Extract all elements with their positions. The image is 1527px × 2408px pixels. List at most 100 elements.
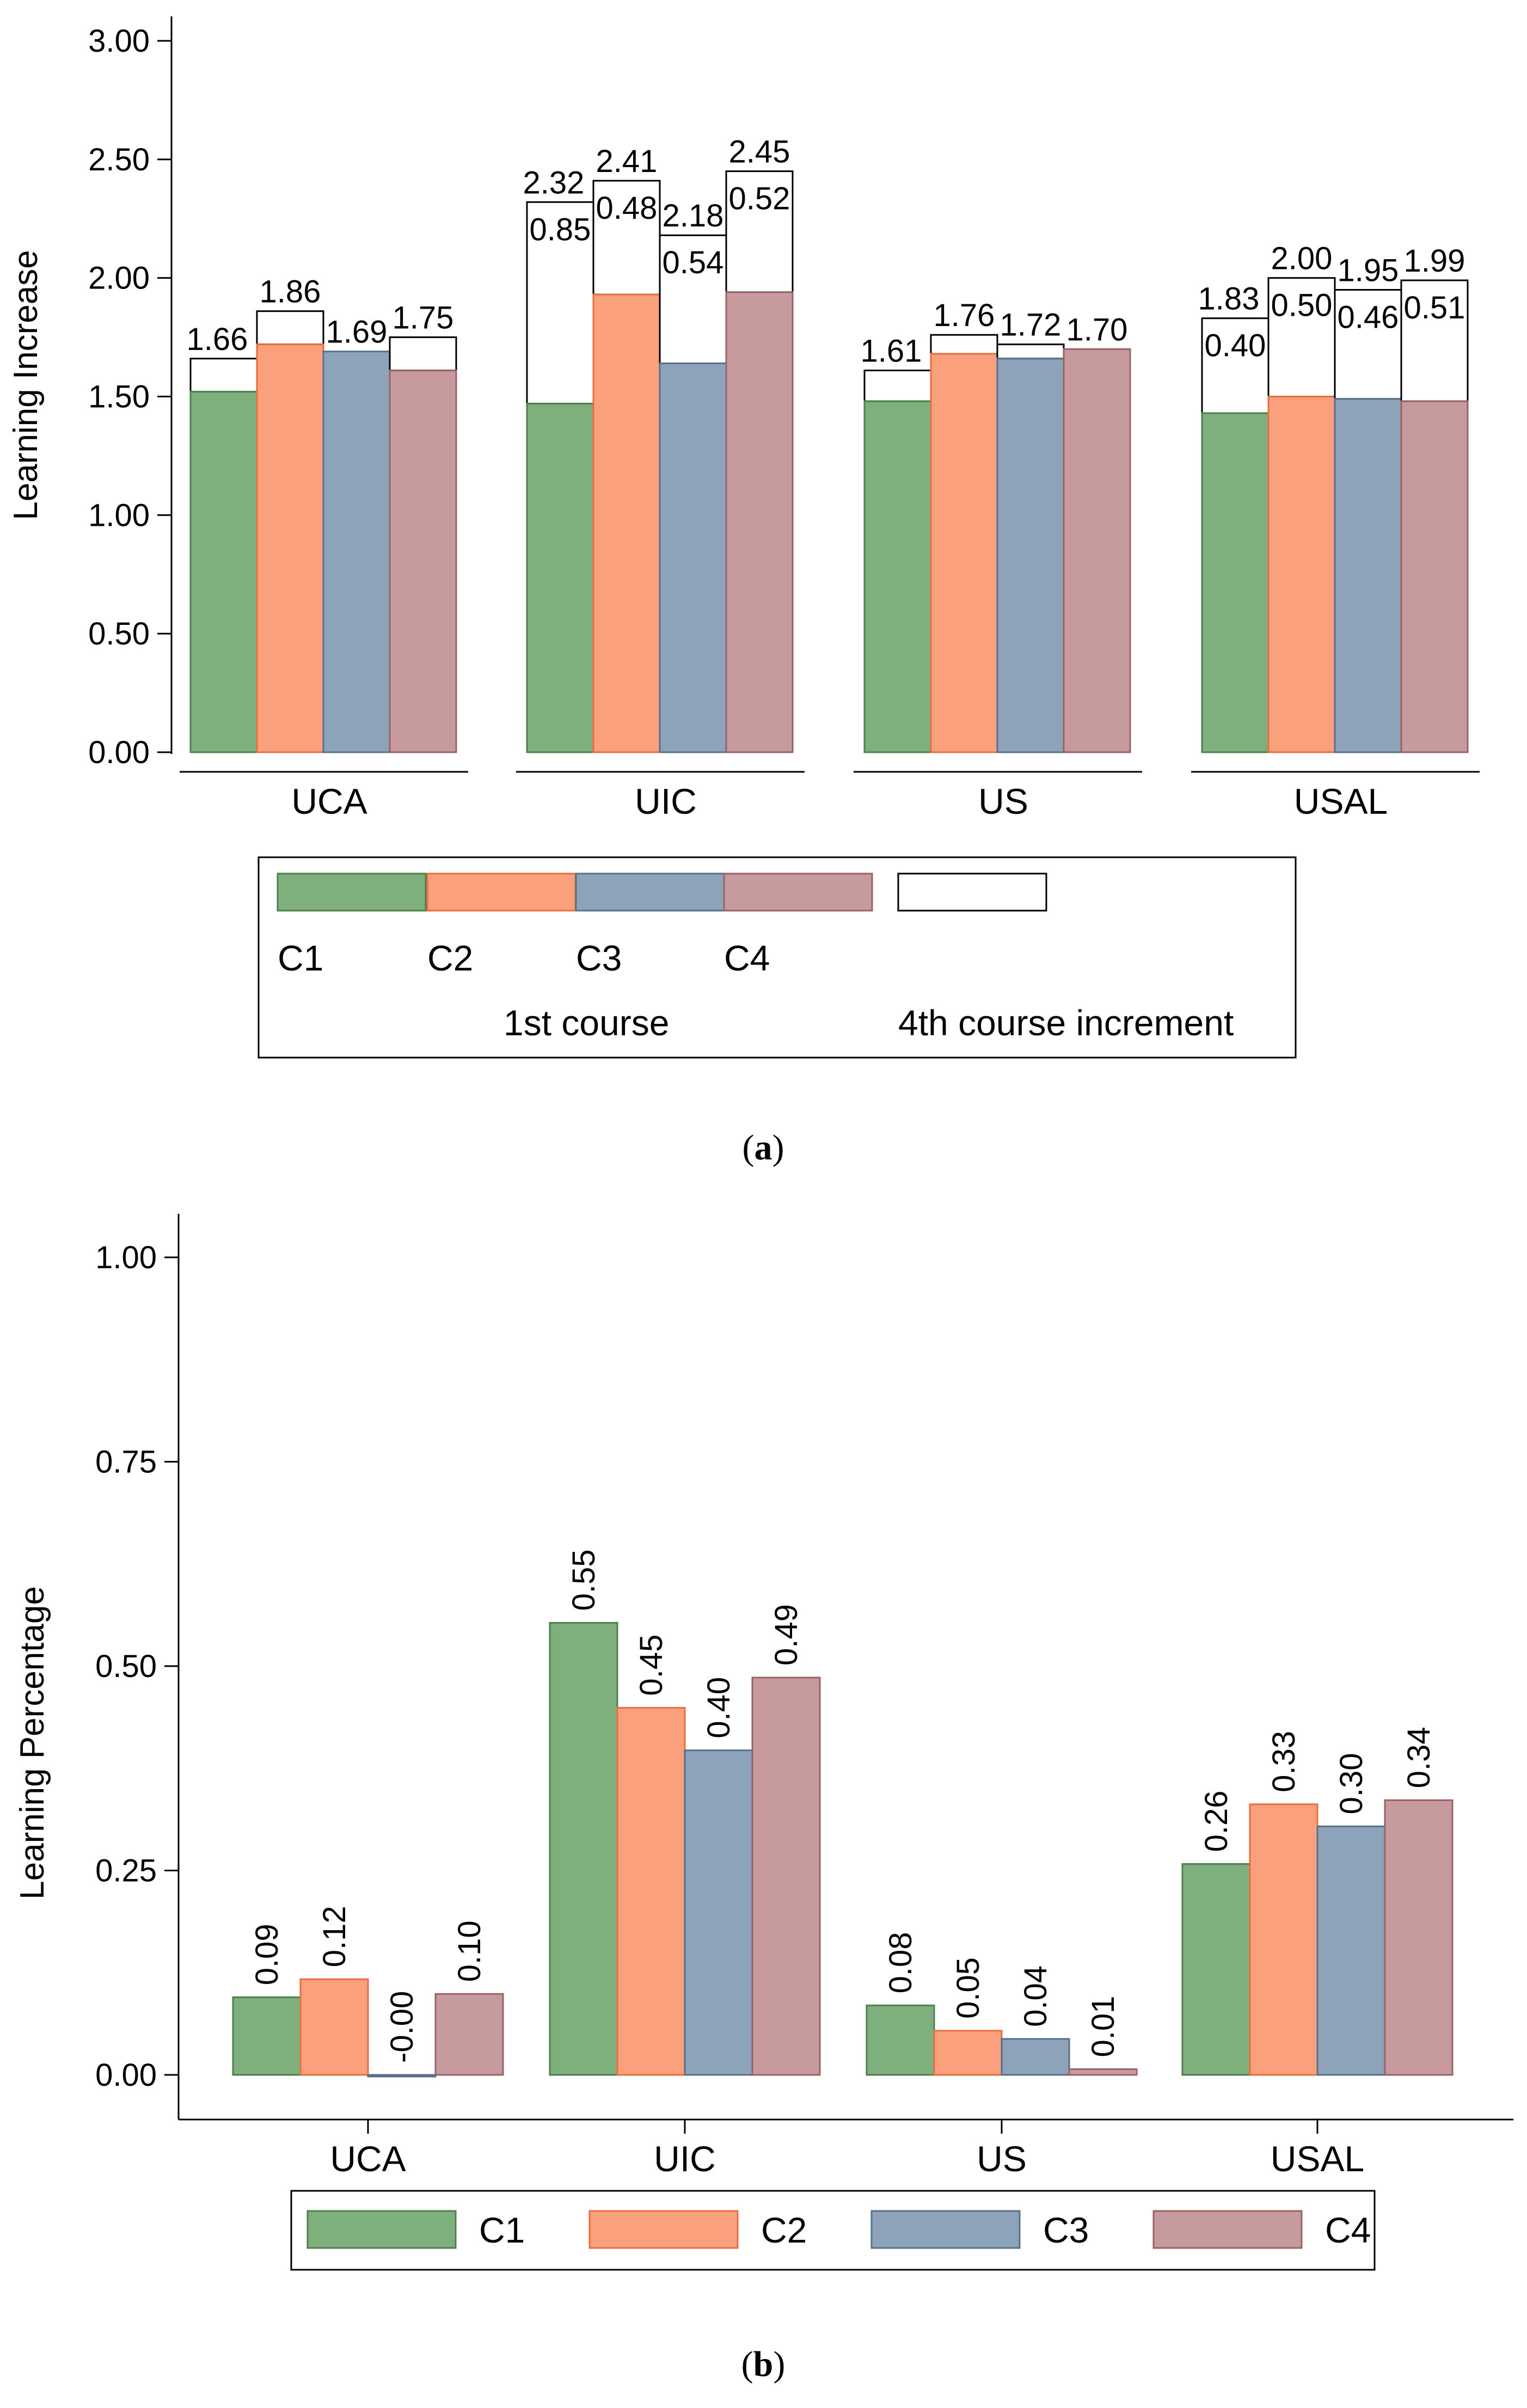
total-label: 1.99 [1404,243,1465,279]
total-label: 2.45 [729,134,790,170]
bar-c2 [616,1707,686,2076]
chart-b: 0.00 0.25 0.50 0.75 1.00 Learning Percentage U… [14,1214,1513,2384]
bar-c4 [389,370,457,753]
bar-c1 [549,1621,618,2076]
bar-c4 [725,291,794,753]
category-label-a: UCA [291,781,367,821]
caption-b: (b) [741,2344,786,2384]
value-label: 0.05 [950,1957,986,2019]
bar-c1 [863,400,932,753]
total-label: 1.76 [934,298,995,333]
bar-c2 [933,2030,1003,2076]
legend-swatch-c3 [870,2210,1021,2249]
bar-c3 [996,358,1065,753]
caption-paren-close: ) [773,2344,785,2384]
increment-label: 0.85 [530,212,591,247]
increment-label: 0.40 [1205,328,1266,364]
value-label: 0.26 [1199,1791,1234,1852]
value-label: 0.10 [452,1920,487,1982]
y-tick-label-b: 0.00 [95,2057,157,2093]
value-label: -0.00 [384,1991,420,2063]
legend-label-c1: C1 [278,938,323,978]
y-tick-label-b: 0.50 [95,1649,157,1684]
bar-c2 [592,293,661,753]
y-tick-label-b: 1.00 [95,1240,157,1275]
legend-label-c3: C3 [576,938,622,978]
bar-c3 [322,351,391,753]
legend-swatch-c3 [575,873,725,912]
increment-label: 0.50 [1271,288,1333,323]
total-label: 1.61 [861,334,922,369]
category-label-b: US [977,2139,1027,2179]
bar-c1 [189,391,258,753]
caption-letter-a: a [755,1128,772,1168]
bar-c2 [1249,1803,1319,2076]
value-label: 0.49 [769,1604,804,1666]
bar-c2 [1267,396,1336,753]
increment-label: 0.48 [596,191,658,226]
value-label: 0.01 [1086,1996,1121,2057]
total-label: 1.86 [260,274,321,310]
total-label: 1.70 [1066,312,1128,347]
y-tick-label-a: 1.50 [88,379,150,415]
legend-swatch-increment [897,873,1047,912]
legend-swatch-c4 [723,873,873,912]
total-label: 1.95 [1338,253,1399,288]
bar-c2 [930,353,998,753]
caption-paren-open: ( [743,1128,755,1168]
value-label: 0.45 [634,1635,669,1696]
bar-increment [863,370,932,402]
category-label-a: US [978,781,1028,821]
bar-c1 [866,2004,935,2076]
bar-increment [189,358,258,393]
category-label-a: UIC [635,781,697,821]
total-label: 2.18 [663,198,724,234]
bar-c3 [1316,1825,1386,2076]
total-label: 1.83 [1198,281,1260,317]
caption-paren-close: ) [772,1128,784,1168]
increment-label: 0.52 [729,181,790,217]
value-label: 0.40 [701,1677,737,1739]
bar-c3 [1001,2038,1070,2076]
caption-paren-open: ( [741,2344,753,2384]
legend-label-c3: C3 [1043,2210,1089,2250]
y-tick-label-a: 3.00 [88,23,150,59]
legend-swatch-c1 [277,873,427,912]
bar-increment [389,336,457,372]
increment-label: 0.46 [1338,299,1399,335]
bar-c3 [367,2074,437,2078]
bar-c2 [299,1978,369,2076]
y-axis-title-b: Learning Percentage [14,1586,51,1900]
bar-increment [592,180,661,296]
caption-letter-b: b [753,2344,774,2384]
bar-c3 [1334,398,1402,753]
bar-increment [725,170,794,293]
value-label: 0.08 [883,1932,918,1993]
total-label: 1.72 [1000,308,1062,343]
legend-group-label-1st: 1st course [504,1003,669,1043]
bar-c4 [1068,2068,1138,2076]
legend-label-c1: C1 [479,2210,525,2250]
legend-frame-a [257,856,1297,1059]
bar-increment [1400,279,1469,402]
legend-swatch-c2 [426,873,577,912]
legend-label-c4: C4 [724,938,770,978]
legend-group-label-4th: 4th course increment [898,1003,1234,1043]
value-label: 0.34 [1401,1727,1437,1788]
value-label: 0.55 [566,1550,602,1611]
bar-increment [256,310,324,346]
y-tick-label-a: 0.00 [88,735,150,770]
y-tick-label-a: 2.50 [88,142,150,177]
bar-c4 [434,1993,504,2076]
bar-increment [930,334,998,355]
value-label: 0.30 [1334,1753,1369,1815]
total-label: 1.66 [187,322,248,357]
legend-label-c2: C2 [427,938,473,978]
y-tick-label-a: 2.00 [88,261,150,296]
total-label: 1.75 [393,300,454,336]
legend-frame-b [290,2190,1376,2271]
chart-a: 0.00 0.50 1.00 1.50 2.00 2.50 3.00 Learning Inc… [7,16,1480,1168]
total-label: 1.69 [326,315,388,350]
total-label: 2.41 [596,144,658,179]
category-label-b: USAL [1271,2139,1364,2179]
